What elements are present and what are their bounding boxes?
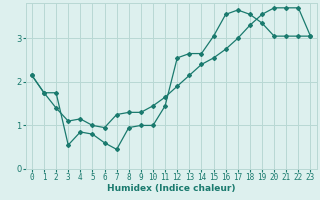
X-axis label: Humidex (Indice chaleur): Humidex (Indice chaleur) (107, 184, 236, 193)
